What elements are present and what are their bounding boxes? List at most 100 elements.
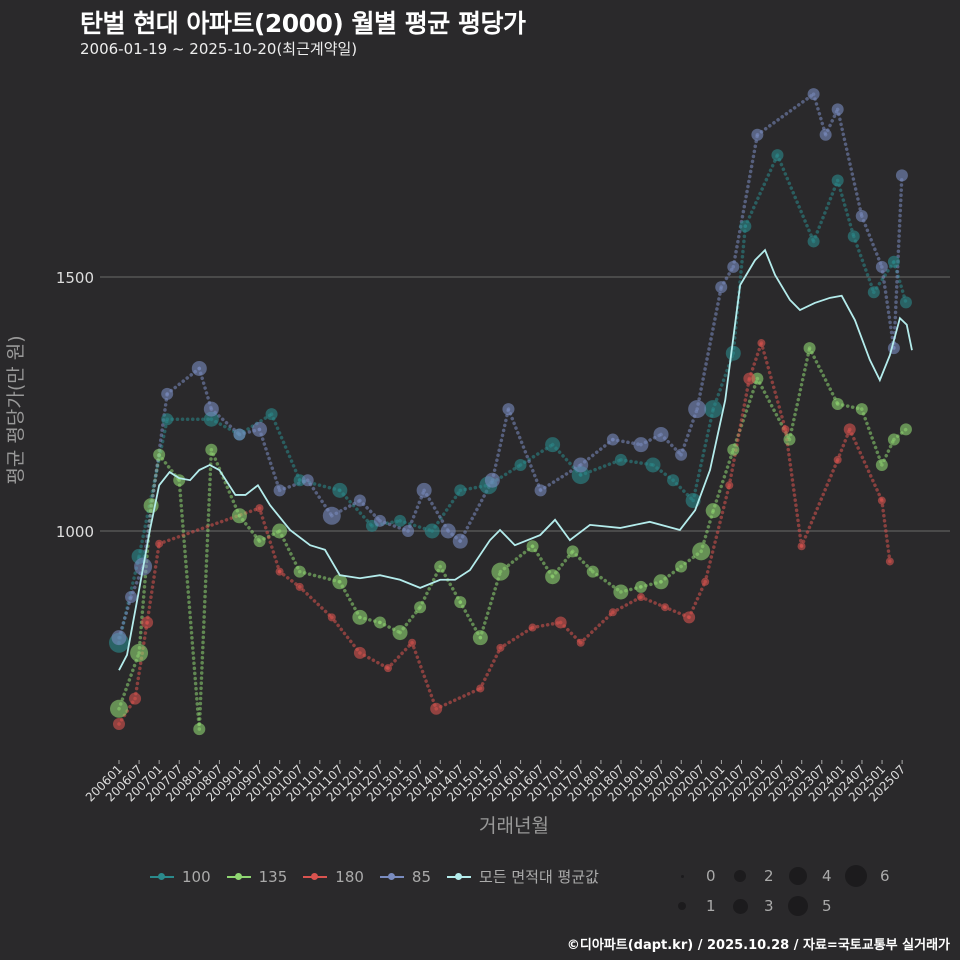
series-85-trail — [835, 107, 864, 218]
series-180-trail — [498, 625, 535, 650]
size-dot-icon — [789, 867, 807, 885]
series-135-point — [110, 699, 128, 718]
size-dot-icon — [845, 865, 867, 887]
series-180-trail — [783, 427, 804, 548]
credit-text: ©디아파트(dapt.kr) / 2025.10.28 / 자료=국토교통부 실… — [566, 938, 950, 953]
series-135-point — [634, 580, 647, 593]
series-135-point — [253, 535, 266, 548]
series-180-point — [757, 339, 766, 348]
size-label: 6 — [880, 867, 890, 885]
series-100-trail — [338, 488, 374, 528]
series-100-point — [887, 255, 900, 268]
series-100-point — [667, 474, 680, 487]
series-85-trail — [755, 92, 816, 137]
series-180-point — [155, 539, 164, 548]
legend-item-1[interactable]: 135 — [226, 868, 287, 886]
legend-label: 180 — [335, 867, 364, 886]
series-180-trail — [257, 506, 282, 574]
series-85-point — [301, 474, 314, 487]
series-100-trail — [811, 178, 840, 244]
series-85-point — [573, 457, 589, 473]
series-100-point — [899, 296, 912, 309]
series-180-trail — [297, 585, 334, 620]
legend-item-0[interactable]: 100 — [150, 868, 211, 886]
series-135-trail — [807, 346, 840, 406]
size-legend-item: 1 — [670, 894, 728, 918]
series-100-trail — [137, 417, 169, 559]
series-180-point — [576, 638, 585, 647]
series-100-trail — [872, 260, 896, 294]
series-135-point — [434, 560, 447, 573]
size-label: 5 — [822, 897, 832, 915]
series-85-point — [502, 403, 515, 416]
legend-item-3[interactable]: 85 — [379, 867, 432, 886]
series-180-trail — [759, 341, 788, 432]
series-85-point — [855, 210, 868, 223]
series-100-trail — [775, 153, 816, 244]
series-100-point — [265, 408, 278, 421]
series-85-point — [751, 128, 764, 141]
series-85-trail — [695, 285, 723, 411]
legend-item-2[interactable]: 180 — [303, 868, 364, 886]
series-180-trail — [880, 498, 892, 564]
series-135-point — [566, 545, 579, 558]
series-180-point — [275, 567, 284, 576]
series-85-point — [831, 103, 844, 116]
series-180-point — [476, 684, 485, 693]
legend-key-icon — [303, 872, 328, 882]
series-85-trail — [506, 407, 543, 493]
y-tick-label: 1000 — [56, 523, 94, 541]
series-100-point — [614, 453, 627, 466]
series-180-trail — [799, 458, 840, 548]
size-dot-icon — [732, 898, 748, 914]
series-85-point — [633, 437, 649, 453]
series-85-point — [416, 482, 432, 498]
series-85-point — [252, 421, 268, 437]
legend-label: 100 — [182, 867, 211, 886]
series-180-trail — [578, 610, 615, 645]
series-180-trail — [145, 541, 161, 625]
series-135-trail — [117, 651, 141, 711]
series-100-trail — [691, 407, 715, 503]
series-135-point — [491, 562, 510, 581]
size-legend-item: 0 — [670, 864, 728, 888]
series-85-trail — [257, 427, 282, 493]
series-180-point — [295, 582, 304, 591]
series-100-point — [161, 413, 174, 426]
size-label: 1 — [706, 897, 716, 915]
legend-key-icon — [150, 872, 174, 882]
series-100-trail — [743, 153, 780, 228]
series-100-trail — [892, 260, 908, 305]
y-tick-label: 1500 — [56, 269, 94, 287]
series-85-trail — [117, 595, 133, 640]
series-85-trail — [490, 407, 511, 482]
series-100-point — [725, 345, 741, 361]
series-135-point — [526, 540, 539, 553]
series-85-trail — [422, 488, 450, 533]
series-180-trail — [611, 595, 643, 615]
series-100-point — [645, 457, 661, 473]
series-180-trail — [410, 641, 438, 711]
series-100-point — [332, 482, 348, 498]
series-180-point — [353, 646, 366, 659]
y-axis-title: 평균 평당가(만 원) — [5, 335, 27, 484]
series-100-trail — [578, 458, 623, 477]
series-135-point — [352, 609, 368, 625]
series-135-point — [272, 523, 288, 539]
size-dot-icon — [788, 896, 808, 916]
series-180-trail — [277, 569, 302, 589]
series-135-trail — [177, 478, 202, 731]
legend-item-4[interactable]: 모든 면적대 평균값 — [447, 866, 599, 887]
series-135-point — [293, 565, 306, 578]
series-100-point — [394, 514, 407, 527]
legend-label: 모든 면적대 평균값 — [479, 868, 599, 886]
series-180-point — [701, 577, 710, 586]
series-135-trail — [209, 447, 242, 518]
series-180-point — [384, 664, 393, 673]
series-85-point — [653, 426, 669, 442]
legend-label: 85 — [411, 867, 432, 886]
series-135-trail — [711, 447, 736, 513]
series-180-trail — [434, 686, 483, 711]
series-180-point — [885, 557, 894, 566]
series-85-point — [606, 433, 619, 446]
